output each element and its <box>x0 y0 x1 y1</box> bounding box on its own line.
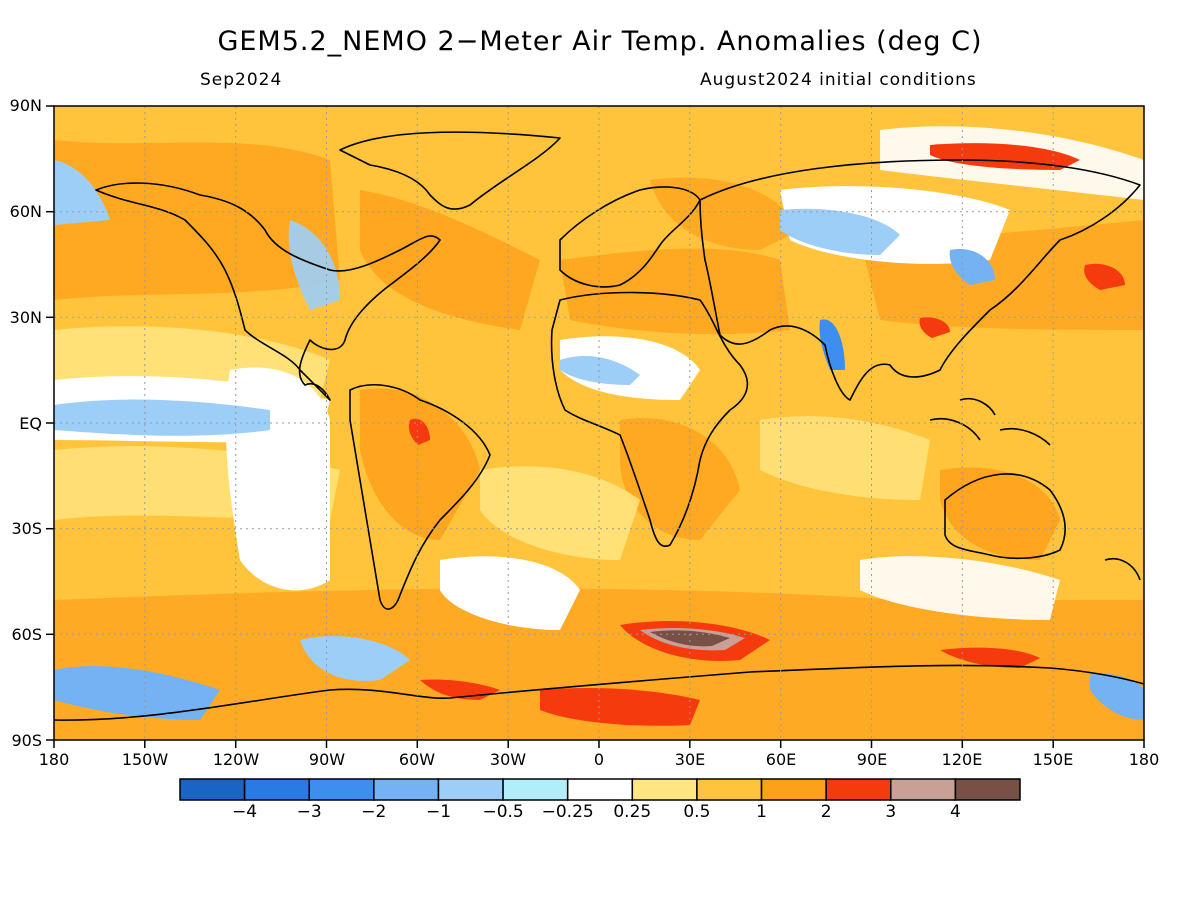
graticule <box>54 106 1144 740</box>
axis-ticks <box>46 105 1145 748</box>
lon-label: 180 <box>38 750 70 769</box>
anomaly-region <box>650 177 800 250</box>
lat-label: 90S <box>11 731 42 750</box>
colorbar-label: −3 <box>296 802 322 822</box>
lon-label: 120E <box>941 750 983 769</box>
anomaly-region <box>360 388 480 540</box>
anomaly-region <box>860 556 1060 620</box>
lon-label: 150W <box>121 750 169 769</box>
anomaly-region <box>300 636 410 681</box>
colorbar-label: −1 <box>425 802 452 822</box>
colorbar-label: −2 <box>361 802 387 822</box>
anomaly-region <box>54 140 340 300</box>
colorbar-swatch <box>308 778 375 801</box>
coastline-north-america <box>95 182 441 401</box>
lat-label: 30S <box>11 519 42 538</box>
colorbar-swatch <box>631 778 698 801</box>
anomaly-region <box>919 317 950 338</box>
lon-label: 30W <box>489 750 527 769</box>
coastline-greenland <box>339 131 561 210</box>
colorbar-swatch <box>890 778 957 801</box>
colorbar-swatch <box>696 778 763 801</box>
anomaly-region <box>620 418 740 540</box>
colorbar-swatch <box>954 778 1021 801</box>
colorbar-swatch <box>502 778 569 801</box>
lon-label: 90E <box>856 750 888 769</box>
anomaly-region <box>1090 673 1144 720</box>
colorbar-swatch <box>437 778 504 801</box>
colorbar-label: −4 <box>232 802 258 822</box>
lon-label: 150E <box>1032 750 1074 769</box>
coastline-asia <box>699 159 1141 401</box>
anomaly-region <box>440 556 580 630</box>
colorbar-label: 1 <box>756 802 767 822</box>
anomaly-region <box>940 467 1060 560</box>
anomaly-region <box>1084 263 1125 290</box>
init-conditions-label: August2024 initial conditions <box>700 70 977 90</box>
lon-label: 60E <box>765 750 797 769</box>
anomaly-region <box>54 399 270 436</box>
lat-label: 60N <box>9 202 42 221</box>
valid-month-label: Sep2024 <box>200 70 283 90</box>
anomaly-region <box>940 647 1040 668</box>
chart-title: GEM5.2_NEMO 2−Meter Air Temp. Anomalies … <box>217 26 983 57</box>
lon-label: 90W <box>308 750 346 769</box>
lon-label: 30E <box>674 750 706 769</box>
colorbar-swatch <box>373 778 440 801</box>
coastline-europe <box>559 186 701 288</box>
anomaly-region <box>560 248 790 335</box>
colorbar-label: 4 <box>949 802 961 822</box>
colorbar-label: −0.25 <box>541 802 594 822</box>
anomaly-region <box>560 336 700 400</box>
coastline-antarctica <box>54 664 1144 721</box>
colorbar-label: 2 <box>820 802 832 822</box>
anomaly-region <box>54 666 220 720</box>
lon-label: 120W <box>212 750 260 769</box>
lat-label: 60S <box>11 625 42 644</box>
colorbar-swatch <box>179 778 246 801</box>
colorbar-swatch <box>566 778 634 801</box>
coastline-islands <box>929 397 1141 581</box>
colorbar-label: 0.25 <box>613 802 652 822</box>
lat-label: 30N <box>9 308 42 327</box>
coastlines <box>54 131 1144 721</box>
anomaly-region <box>225 367 330 591</box>
colorbar-swatch <box>825 778 892 801</box>
anomaly-region <box>780 208 900 255</box>
anomaly-region <box>360 190 540 330</box>
lat-label: EQ <box>19 414 42 433</box>
coastline-africa <box>550 291 749 547</box>
anomaly-region <box>540 688 700 726</box>
anomaly-region <box>819 319 845 370</box>
colorbar-swatch <box>760 778 827 801</box>
lon-label: 60W <box>398 750 436 769</box>
lat-label: 90N <box>9 96 42 115</box>
coastline-australia <box>944 473 1066 560</box>
colorbar-swatch <box>243 778 310 801</box>
anomaly-region <box>949 249 995 285</box>
coastline-south-america <box>349 384 491 610</box>
anomaly-region <box>560 355 640 385</box>
anomaly-region <box>408 418 430 445</box>
anomaly-field <box>54 106 1144 740</box>
lon-label: 0 <box>593 750 605 769</box>
anomaly-region <box>54 160 110 225</box>
colorbar <box>179 778 1021 801</box>
colorbar-label: 3 <box>885 802 897 822</box>
anomaly-region <box>760 416 930 500</box>
anomaly-region <box>480 466 640 560</box>
colorbar-label: 0.5 <box>683 802 711 822</box>
colorbar-label: −0.5 <box>482 802 524 822</box>
lon-label: 180 <box>1128 750 1160 769</box>
